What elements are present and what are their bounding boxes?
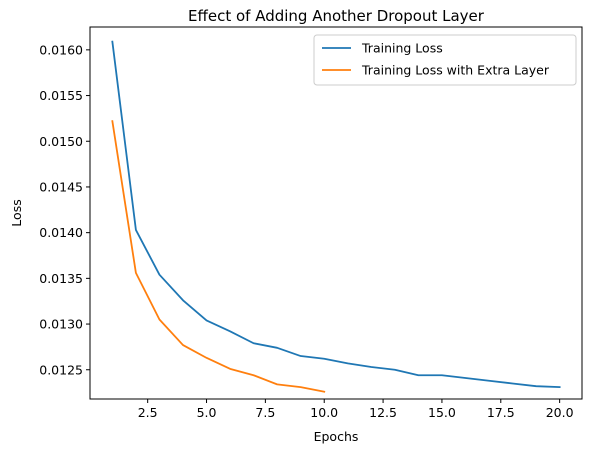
legend-label-training-loss: Training Loss xyxy=(361,41,443,56)
x-tick-label: 7.5 xyxy=(255,405,275,420)
series-lines xyxy=(111,40,561,393)
x-axis-ticks: 2.5 5.0 7.5 10.0 12.5 15.0 17.5 20.0 xyxy=(138,399,574,420)
legend-box xyxy=(313,34,577,86)
plot-area xyxy=(90,27,582,399)
y-axis-ticks: 0.0125 0.0130 0.0135 0.0140 0.0145 0.0150 0.01… xyxy=(39,42,90,377)
y-tick-label: 0.0130 xyxy=(39,317,83,332)
legend: Training Loss Training Loss with Extra L… xyxy=(313,34,577,86)
x-tick-label: 17.5 xyxy=(487,405,515,420)
x-tick-label: 12.5 xyxy=(369,405,397,420)
y-tick-label: 0.0155 xyxy=(39,88,83,103)
x-axis-label: Epochs xyxy=(314,429,359,444)
y-tick-label: 0.0135 xyxy=(39,271,83,286)
legend-label-extra-layer: Training Loss with Extra Layer xyxy=(361,63,550,78)
x-tick-label: 20.0 xyxy=(546,405,574,420)
y-tick-label: 0.0160 xyxy=(39,42,83,57)
y-tick-label: 0.0150 xyxy=(39,134,83,149)
x-tick-label: 2.5 xyxy=(138,405,158,420)
x-tick-label: 5.0 xyxy=(197,405,217,420)
y-axis-label: Loss xyxy=(9,199,24,226)
x-tick-label: 10.0 xyxy=(310,405,338,420)
y-tick-label: 0.0140 xyxy=(39,225,83,240)
training-loss-line xyxy=(111,40,561,389)
y-tick-label: 0.0125 xyxy=(39,362,83,377)
chart-title: Effect of Adding Another Dropout Layer xyxy=(188,7,485,25)
plot-frame xyxy=(89,26,583,400)
extra-layer-loss-line xyxy=(111,120,326,393)
x-tick-label: 15.0 xyxy=(428,405,456,420)
y-tick-label: 0.0145 xyxy=(39,179,83,194)
